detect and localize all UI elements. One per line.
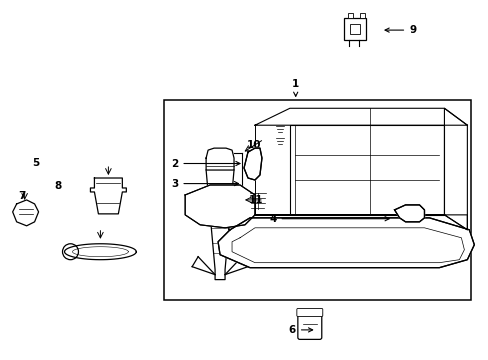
Bar [359, 13, 364, 18]
Bar [349, 24, 359, 33]
Polygon shape [394, 205, 424, 222]
Text: 9: 9 [384, 25, 415, 35]
Polygon shape [244, 148, 262, 180]
Text: 5: 5 [32, 158, 40, 168]
Bar [164, 100, 470, 300]
Bar [289, 125, 444, 215]
FancyBboxPatch shape [296, 309, 322, 316]
Polygon shape [185, 185, 254, 228]
Text: 3: 3 [171, 179, 238, 189]
FancyBboxPatch shape [297, 311, 321, 339]
Text: 10: 10 [246, 140, 261, 150]
Text: 1: 1 [291, 79, 299, 96]
Text: 2: 2 [171, 158, 240, 168]
Text: 11: 11 [248, 195, 263, 205]
Bar [343, 18, 365, 40]
Text: 4: 4 [268, 214, 388, 224]
Text: 7: 7 [18, 191, 25, 201]
Polygon shape [218, 218, 473, 268]
Text: 8: 8 [55, 181, 61, 192]
Bar [347, 13, 352, 18]
Text: 6: 6 [288, 325, 312, 335]
